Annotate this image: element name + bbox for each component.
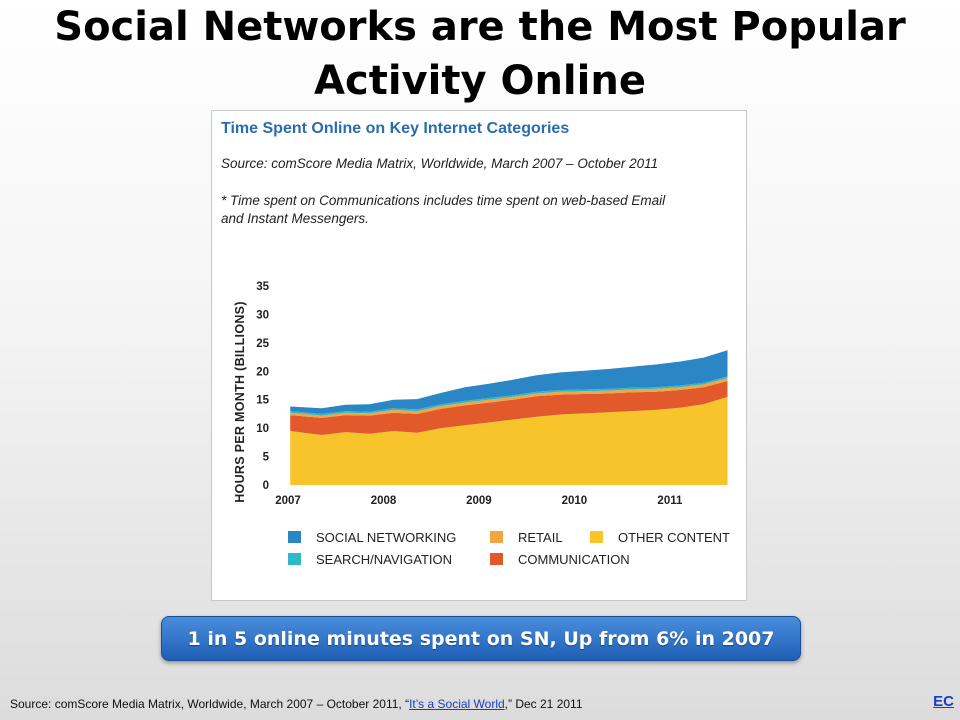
- x-tick-label: 2011: [657, 495, 683, 507]
- y-tick-label: 30: [256, 309, 269, 321]
- legend-swatch: [490, 553, 503, 565]
- footer-source-prefix: Source: comScore Media Matrix, Worldwide…: [10, 697, 410, 711]
- x-ticks: 2007 2008 2009 2010 2011: [275, 495, 683, 507]
- y-tick-label: 0: [263, 480, 269, 492]
- legend-item: OTHER CONTENT: [590, 530, 730, 545]
- legend-swatch: [288, 531, 301, 543]
- slide-title: Social Networks are the Most Popular Act…: [54, 4, 906, 104]
- legend-label: OTHER CONTENT: [618, 530, 730, 545]
- y-tick-label: 15: [256, 395, 269, 407]
- area-retail: [290, 378, 728, 418]
- legend-item: SOCIAL NETWORKING: [288, 530, 456, 545]
- y-tick-label: 20: [256, 366, 269, 378]
- chart-card: Time Spent Online on Key Internet Catego…: [211, 110, 747, 601]
- legend: SOCIAL NETWORKING RETAIL OTHER CONTENT SEAR…: [288, 530, 730, 567]
- x-tick-label: 2007: [275, 495, 301, 507]
- chart-title: Time Spent Online on Key Internet Catego…: [221, 120, 569, 137]
- chart-subtitle: Source: comScore Media Matrix, Worldwide…: [221, 156, 658, 171]
- legend-item: RETAIL: [490, 530, 563, 545]
- legend-swatch: [288, 553, 301, 565]
- area-social-networking: [290, 350, 728, 414]
- area-other-content: [290, 396, 728, 485]
- area-search-navigation: [290, 376, 728, 416]
- y-tick-label: 10: [256, 423, 269, 435]
- y-tick-label: 25: [256, 338, 269, 350]
- y-ticks: 0 5 10 15 20 25 30 35: [256, 281, 269, 492]
- legend-label: SOCIAL NETWORKING: [316, 530, 456, 545]
- legend-label: SEARCH/NAVIGATION: [316, 552, 452, 567]
- x-tick-label: 2010: [562, 495, 588, 507]
- ec-link[interactable]: EC: [933, 693, 954, 710]
- social-world-link[interactable]: It’s a Social World: [409, 697, 505, 711]
- legend-item: COMMUNICATION: [490, 552, 630, 567]
- area-communication: [290, 381, 728, 435]
- legend-swatch: [490, 531, 503, 543]
- areas-layer: [290, 350, 728, 485]
- footer-source-suffix: ,” Dec 21 2011: [504, 697, 583, 711]
- chart-note-line-1: * Time spent on Communications includes …: [221, 193, 666, 208]
- chart-note-line-2: and Instant Messengers.: [221, 211, 369, 226]
- footer-source: Source: comScore Media Matrix, Worldwide…: [10, 697, 583, 711]
- stacked-area-chart: Time Spent Online on Key Internet Catego…: [221, 120, 730, 567]
- legend-item: SEARCH/NAVIGATION: [288, 552, 452, 567]
- x-tick-label: 2009: [466, 495, 492, 507]
- y-tick-label: 35: [256, 281, 269, 293]
- legend-label: COMMUNICATION: [518, 552, 630, 567]
- x-tick-label: 2008: [371, 495, 397, 507]
- callout-banner: 1 in 5 online minutes spent on SN, Up fr…: [161, 616, 801, 661]
- legend-swatch: [590, 531, 603, 543]
- legend-label: RETAIL: [518, 530, 563, 545]
- y-axis-label: HOURS PER MONTH (BILLIONS): [233, 301, 247, 503]
- y-tick-label: 5: [263, 452, 270, 464]
